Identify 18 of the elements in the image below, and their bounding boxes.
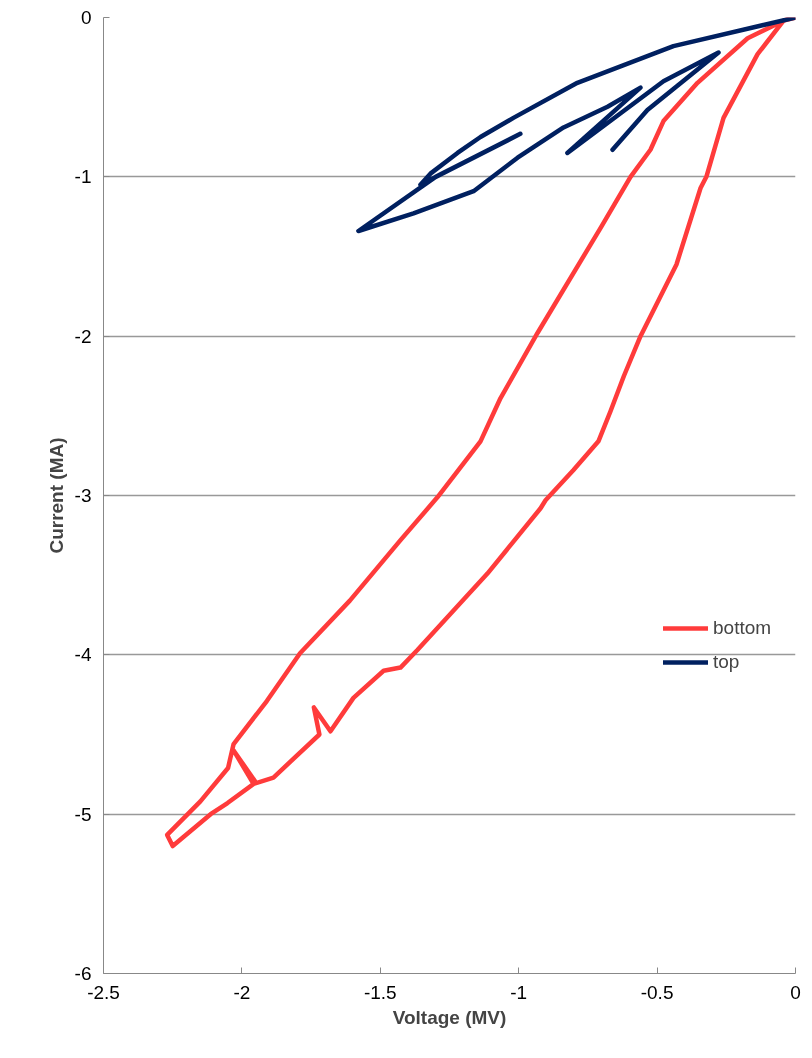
y-tick-label: -4 (74, 644, 92, 666)
y-tick-label: -2 (74, 325, 92, 347)
legend-label: bottom (713, 617, 772, 639)
legend-label: top (713, 651, 740, 673)
y-tick-label: -6 (74, 963, 92, 984)
x-tick-label: -2.5 (87, 981, 120, 1003)
line-series (356, 17, 796, 234)
y-tick-label: 0 (80, 7, 92, 28)
y-tick-label: -3 (74, 485, 92, 506)
x-tick-label: -1 (510, 981, 528, 1003)
x-tick-label: -2 (233, 981, 251, 1003)
x-tick-label: -1.5 (363, 981, 397, 1003)
x-tick-label: 0 (790, 981, 801, 1003)
y-tick-label: -1 (74, 166, 92, 188)
y-tick-label: -5 (74, 803, 92, 825)
x-tick-label: -0.5 (640, 981, 674, 1003)
x-axis-title: Voltage (MV) (392, 1006, 507, 1028)
y-axis-title: Current (MA) (45, 437, 67, 554)
